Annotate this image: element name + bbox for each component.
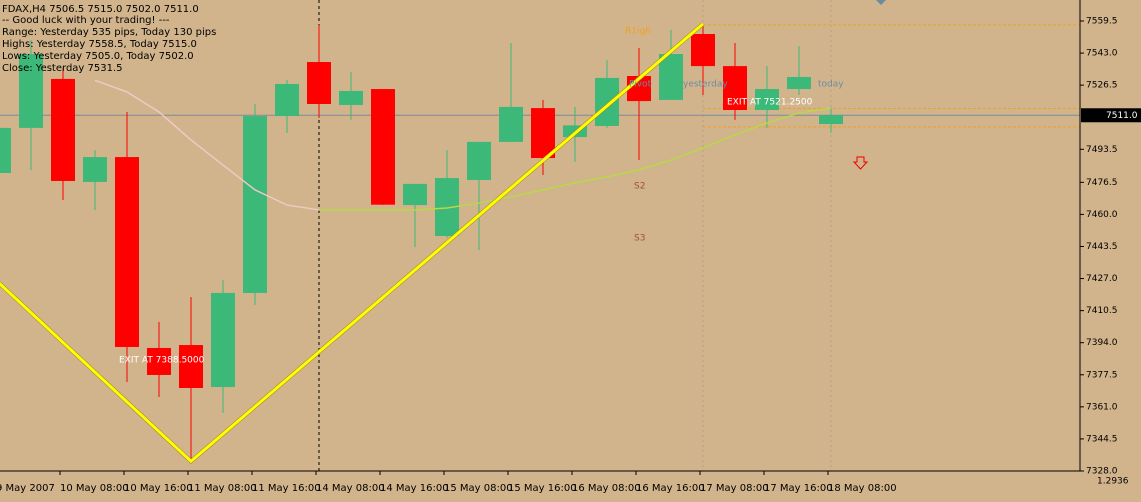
indicator-label: 1.2936 — [1097, 477, 1129, 487]
annotation: today — [818, 80, 844, 90]
x-tick-label: 15 May 16:00 — [508, 483, 577, 494]
annotation: EXIT AT 7388.5000 — [119, 356, 205, 366]
price-tag — [1081, 108, 1141, 123]
candle-body — [787, 76, 811, 90]
annotation: yesterday — [683, 80, 728, 90]
x-tick-label: 17 May 08:00 — [700, 483, 769, 494]
y-tick-label: 7328.0 — [1086, 467, 1118, 477]
x-tick-label: 11 May 16:00 — [252, 483, 321, 494]
y-tick-label: 7394.0 — [1086, 338, 1118, 348]
y-tick-label: 7410.5 — [1086, 306, 1118, 316]
info-line: Close: Yesterday 7531.5 — [2, 63, 123, 74]
candle-body — [755, 89, 779, 111]
y-tick-label: 7427.0 — [1086, 274, 1118, 284]
candle-body — [659, 54, 683, 100]
x-tick-label: 18 May 08:00 — [828, 483, 897, 494]
candle-body — [147, 347, 171, 375]
x-tick-label: 14 May 16:00 — [380, 483, 449, 494]
y-tick-label: 7543.0 — [1086, 49, 1118, 59]
y-tick-label: 7344.5 — [1086, 434, 1118, 444]
candle-body — [243, 116, 267, 293]
candle-body — [51, 78, 75, 181]
info-line: FDAX,H4 7506.5 7515.0 7502.0 7511.0 — [2, 4, 199, 15]
y-tick-label: 7476.5 — [1086, 178, 1118, 188]
x-tick-label: 11 May 08:00 — [188, 483, 257, 494]
annotation: EXIT AT 7521.2500 — [727, 98, 813, 108]
y-tick-label: 7526.5 — [1086, 81, 1118, 91]
annotation: Pivot — [629, 80, 652, 90]
candle-body — [179, 345, 203, 388]
y-tick-label: 7361.0 — [1086, 402, 1118, 412]
x-tick-label: 9 May 2007 — [0, 483, 55, 494]
plot — [0, 22, 1080, 464]
indicator-line — [0, 22, 704, 464]
sell-arrow — [852, 156, 869, 170]
candle-body — [339, 90, 363, 105]
shift-marker — [876, 0, 886, 5]
y-tick-label: 7493.5 — [1086, 145, 1118, 155]
candle-body — [371, 89, 395, 205]
annotation: S3 — [634, 234, 645, 244]
annotation: S2 — [634, 182, 645, 192]
x-tick-label: 16 May 08:00 — [572, 483, 641, 494]
x-tick-label: 14 May 08:00 — [316, 483, 385, 494]
candle-body — [467, 141, 491, 181]
info-line: Lows: Yesterday 7505.0, Today 7502.0 — [2, 51, 194, 62]
candle-body — [531, 108, 555, 159]
x-tick-label: 10 May 08:00 — [60, 483, 129, 494]
text-layer: FDAX,H4 7506.5 7515.0 7502.0 7511.0 -- G… — [2, 4, 1129, 487]
candle-body — [115, 157, 139, 347]
x-tick-label: 17 May 16:00 — [764, 483, 833, 494]
info-line: Range: Yesterday 535 pips, Today 130 pip… — [2, 27, 216, 38]
candle-body — [275, 83, 299, 117]
y-tick-label: 7443.5 — [1086, 242, 1118, 252]
info-line: Highs: Yesterday 7558.5, Today 7515.0 — [2, 39, 197, 50]
x-tick-label: 15 May 08:00 — [444, 483, 513, 494]
x-tick-label: 16 May 16:00 — [636, 483, 705, 494]
candle-body — [307, 62, 331, 104]
y-tick-label: 7559.5 — [1086, 16, 1118, 26]
candle-body — [595, 77, 619, 126]
candle-body — [19, 54, 43, 128]
y-tick-label: 7460.0 — [1086, 210, 1118, 220]
candle-body — [819, 115, 843, 125]
candle-body — [211, 292, 235, 388]
annotation: R1igh — [625, 27, 651, 37]
candle-body — [691, 34, 715, 67]
candle-body — [83, 157, 107, 182]
indicator-line — [319, 107, 832, 211]
candle-body — [499, 106, 523, 142]
candle-body — [403, 183, 427, 206]
candle-body — [723, 66, 747, 111]
indicator-line — [94, 79, 320, 211]
candle-body — [0, 127, 11, 174]
x-tick-label: 10 May 16:00 — [124, 483, 193, 494]
price-tag-label: 7511.0 — [1106, 111, 1138, 121]
y-tick-label: 7377.5 — [1086, 370, 1118, 380]
info-line: -- Good luck with your trading! --- — [2, 15, 170, 26]
